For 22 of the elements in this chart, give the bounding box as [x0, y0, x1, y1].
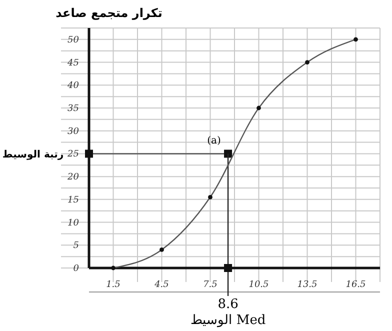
- x-tick-label: 1.5: [106, 280, 121, 290]
- y-tick-label: 10: [68, 218, 80, 228]
- text: الوسيط Med: [190, 313, 266, 328]
- y-tick-label: 45: [66, 58, 80, 68]
- y-tick-label: 50: [68, 35, 80, 46]
- y-tick-label: 35: [68, 104, 80, 114]
- x-tick-label: 13.5: [297, 280, 318, 290]
- x-tick-label: 7.5: [203, 280, 218, 290]
- y-axis-title: تكرار متجمع صاعد: [56, 6, 162, 20]
- y-tick-label: 5: [73, 241, 80, 252]
- y-tick-label: 20: [66, 172, 80, 183]
- annotation: (a): [207, 136, 222, 147]
- x-tick-label: 4.5: [154, 280, 170, 290]
- y-tick-label: 0: [73, 264, 80, 274]
- y-tick-label: 30: [68, 126, 80, 137]
- y-tick-label: 40: [66, 81, 80, 92]
- y-tick-label: 15: [68, 195, 80, 206]
- x-tick-label: 10.5: [248, 280, 270, 290]
- y-tick-label: 25: [66, 150, 80, 160]
- ref-line-label: رتبة الوسيط: [2, 150, 64, 161]
- ref-line-label: 8.6: [218, 297, 238, 312]
- x-tick-label: 16.5: [346, 280, 366, 290]
